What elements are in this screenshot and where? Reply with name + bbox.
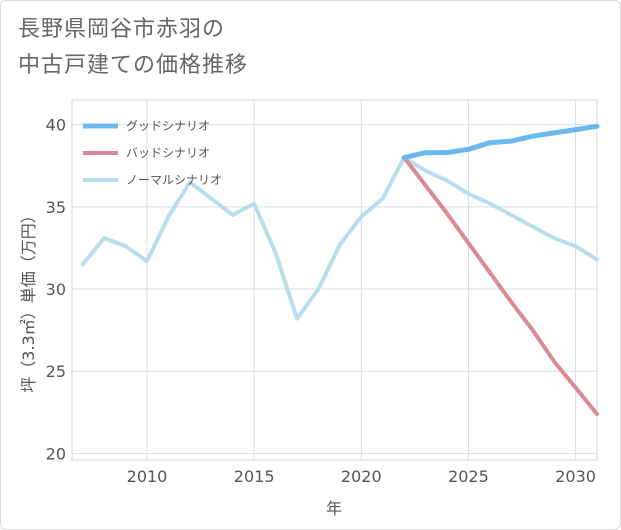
series-line-2: [80, 155, 599, 321]
series-line-1: [402, 155, 599, 416]
y-tick-label: 25: [46, 362, 66, 381]
y-axis-ticks: 20 25 30 35 40: [46, 116, 66, 464]
chart-title-line-2: 中古戸建ての価格推移: [18, 53, 249, 78]
x-axis-ticks: 2010 2015 2020 2025 2030: [127, 467, 596, 486]
x-axis-title: 年: [326, 499, 342, 518]
chart-title-line-1: 長野県岡谷市赤羽の: [18, 17, 226, 42]
y-tick-label: 35: [46, 198, 66, 217]
y-axis-title: 坪（3.3㎡）単価（万円）: [19, 207, 38, 392]
plot-area: [71, 99, 598, 461]
legend-label: グッドシナリオ: [126, 119, 210, 133]
y-tick-label: 20: [46, 444, 66, 463]
x-tick-label: 2025: [448, 467, 489, 486]
x-tick-label: 2010: [127, 467, 168, 486]
legend-label: バッドシナリオ: [126, 146, 210, 160]
series-line-0: [401, 123, 600, 160]
y-tick-label: 30: [46, 280, 66, 299]
x-tick-label: 2015: [234, 467, 275, 486]
grid-lines: [72, 100, 597, 460]
x-tick-label: 2020: [341, 467, 382, 486]
data-series: [80, 123, 600, 416]
chart-title: 長野県岡谷市赤羽の 中古戸建ての価格推移: [18, 12, 598, 84]
legend-label: ノーマルシナリオ: [126, 173, 222, 187]
x-tick-label: 2030: [555, 467, 596, 486]
y-tick-label: 40: [46, 116, 66, 135]
